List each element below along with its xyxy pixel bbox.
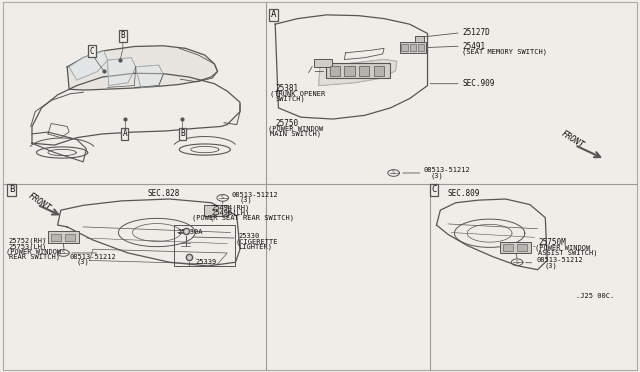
Text: (POWER WINDOW: (POWER WINDOW	[6, 248, 61, 255]
Text: 25750M: 25750M	[539, 238, 566, 247]
Text: 08513-51212: 08513-51212	[424, 167, 470, 173]
Bar	[204, 205, 228, 216]
Text: 25381: 25381	[275, 84, 298, 93]
Polygon shape	[136, 65, 163, 87]
Bar	[65, 234, 75, 241]
Text: (3): (3)	[544, 262, 557, 269]
Text: 08513-51212: 08513-51212	[232, 192, 278, 198]
Text: B: B	[120, 31, 125, 40]
Text: C: C	[431, 185, 436, 194]
Text: 25330: 25330	[238, 233, 259, 239]
Text: C: C	[90, 47, 95, 56]
Text: 25491: 25491	[462, 42, 485, 51]
Text: (POWER WINDOW: (POWER WINDOW	[268, 125, 323, 132]
Bar	[326, 63, 390, 78]
Bar	[174, 225, 235, 266]
Text: B: B	[9, 185, 14, 194]
Text: 25127D: 25127D	[462, 28, 490, 37]
Text: (CIGERETTE: (CIGERETTE	[236, 238, 278, 245]
Text: (3): (3)	[239, 197, 252, 203]
Bar	[359, 66, 369, 76]
Text: SEC.909: SEC.909	[462, 79, 495, 88]
Text: SEC.809: SEC.809	[448, 189, 481, 198]
Polygon shape	[108, 58, 136, 86]
Bar	[374, 66, 384, 76]
Bar	[517, 244, 527, 251]
Text: (3): (3)	[77, 259, 90, 265]
Text: FRONT: FRONT	[27, 191, 52, 212]
Text: (3): (3)	[430, 172, 443, 179]
Bar	[503, 244, 513, 251]
Text: 25496(LH): 25496(LH)	[211, 209, 250, 216]
Text: B: B	[180, 129, 185, 138]
Bar	[330, 66, 340, 76]
Text: SEC.828: SEC.828	[147, 189, 180, 198]
Text: S: S	[61, 250, 65, 256]
Bar	[48, 231, 79, 243]
Text: SWITCH): SWITCH)	[275, 96, 305, 102]
Text: LIGHTER): LIGHTER)	[238, 243, 272, 250]
Bar	[500, 242, 531, 253]
Text: FRONT: FRONT	[560, 129, 586, 150]
Text: 25753(LH): 25753(LH)	[9, 243, 47, 250]
Polygon shape	[319, 60, 397, 86]
Text: 25330A: 25330A	[178, 230, 204, 235]
Text: (POWER SEAT REAR SWITCH): (POWER SEAT REAR SWITCH)	[192, 215, 294, 221]
Text: (SEAT MEMORY SWITCH): (SEAT MEMORY SWITCH)	[462, 48, 547, 55]
Text: 25750: 25750	[275, 119, 298, 128]
Text: 25494(RH): 25494(RH)	[211, 204, 250, 211]
Text: REAR SWITCH): REAR SWITCH)	[9, 253, 60, 260]
Text: S: S	[221, 195, 224, 201]
Bar	[400, 42, 426, 53]
Bar	[415, 36, 424, 45]
Bar	[410, 44, 416, 51]
Text: ASSIST SWITCH): ASSIST SWITCH)	[538, 250, 597, 256]
Text: MAIN SWITCH): MAIN SWITCH)	[270, 131, 321, 137]
Bar	[314, 59, 332, 67]
Text: A: A	[271, 10, 276, 19]
Text: 25752(RH): 25752(RH)	[9, 238, 47, 244]
Bar	[51, 234, 61, 241]
Text: A: A	[122, 129, 127, 138]
Text: 08513-51212: 08513-51212	[536, 257, 583, 263]
Bar	[401, 44, 408, 51]
Text: 25339: 25339	[196, 259, 217, 265]
Text: (POWER WINDOW: (POWER WINDOW	[535, 244, 590, 251]
Polygon shape	[69, 51, 108, 80]
Text: S: S	[392, 170, 395, 176]
Bar	[418, 44, 424, 51]
Text: (TRUNK OPENER: (TRUNK OPENER	[270, 90, 325, 97]
Text: S: S	[515, 260, 518, 265]
Text: 08513-51212: 08513-51212	[69, 254, 116, 260]
Text: .J25 00C.: .J25 00C.	[576, 293, 614, 299]
Bar	[344, 66, 355, 76]
Polygon shape	[67, 46, 218, 90]
